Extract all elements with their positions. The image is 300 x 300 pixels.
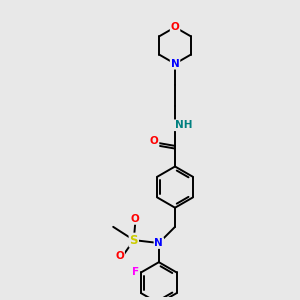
Text: N: N (171, 59, 179, 69)
Text: O: O (115, 251, 124, 261)
Text: O: O (131, 214, 140, 224)
Text: F: F (131, 268, 139, 278)
Text: N: N (154, 238, 163, 248)
Text: O: O (171, 22, 179, 32)
Text: S: S (130, 234, 138, 247)
Text: NH: NH (175, 120, 192, 130)
Text: O: O (150, 136, 158, 146)
